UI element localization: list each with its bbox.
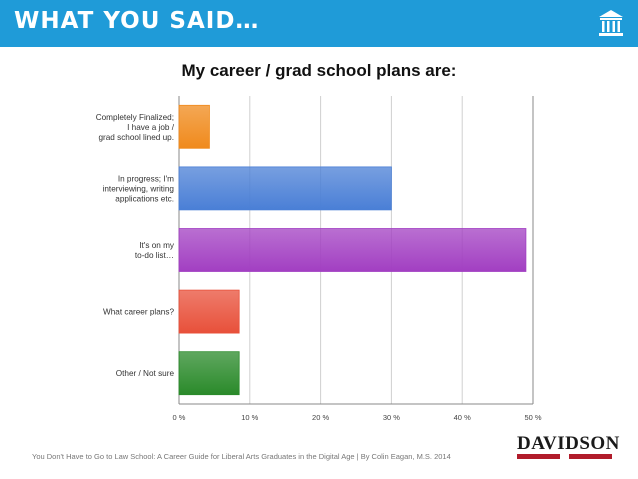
- x-tick-label: 30 %: [383, 413, 400, 422]
- bar: [178, 289, 240, 334]
- header-bar: WHAT YOU SAID…: [0, 0, 638, 47]
- davidson-logo: DAVIDSON: [517, 433, 620, 461]
- x-tick-label: 20 %: [312, 413, 329, 422]
- bar: [178, 166, 392, 211]
- logo-wordmark: DAVIDSON: [517, 433, 620, 454]
- x-tick-label: 50 %: [524, 413, 541, 422]
- x-tick-label: 40 %: [454, 413, 471, 422]
- header-title: WHAT YOU SAID…: [14, 8, 260, 34]
- bar: [178, 351, 240, 396]
- columned-building-icon: [599, 10, 623, 36]
- category-label: Completely Finalized; I have a job / grad …: [96, 113, 175, 142]
- category-label: It's on my to-do list…: [135, 241, 175, 260]
- x-tick-label: 0 %: [173, 413, 186, 422]
- category-label: In progress; I'm interviewing, writing app…: [103, 174, 175, 203]
- category-label: What career plans?: [103, 308, 174, 317]
- bar: [178, 104, 210, 149]
- footer-citation: You Don't Have to Go to Law School: A Ca…: [32, 452, 451, 461]
- bar: [178, 228, 527, 272]
- category-label: Other / Not sure: [116, 369, 175, 378]
- x-tick-label: 10 %: [241, 413, 258, 422]
- chart-title: My career / grad school plans are:: [181, 61, 457, 80]
- logo-emblem-icon: [560, 452, 569, 461]
